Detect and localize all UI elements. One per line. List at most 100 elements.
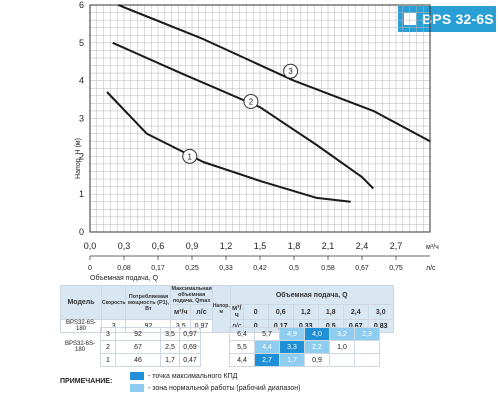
curve-marker-3 xyxy=(283,63,299,79)
note-label: ПРИМЕЧАНИЕ: xyxy=(60,378,113,385)
head-cell: 2,7 xyxy=(254,353,280,367)
qmax-m3h-cell: 1,7 xyxy=(160,353,180,367)
note-max-eff-text: - точка максимального КПД xyxy=(148,372,238,380)
head-cell: 1,0 xyxy=(329,340,355,354)
table-row: BPS32-6S-180 2 67 2,5 0,69 5,5 4,4 3,3 2… xyxy=(60,340,380,354)
curve-speed-1 xyxy=(106,91,351,203)
y-tick-label: 2 xyxy=(79,151,84,161)
x-tick-label-ls: 0,5 xyxy=(289,265,299,272)
head-cell xyxy=(354,340,380,354)
head-cell: 4,9 xyxy=(279,327,305,341)
head-cell: 3,2 xyxy=(329,327,355,341)
header-model: Модель xyxy=(60,285,102,320)
x-tick-label-ls: 0,75 xyxy=(389,265,403,272)
y-tick-label: 3 xyxy=(79,114,84,124)
x-tick-label-ls: 0,58 xyxy=(321,265,335,272)
power-cell: 46 xyxy=(115,353,161,367)
y-axis-label: Напор, H (м) xyxy=(75,138,82,179)
head-cell: 5,5 xyxy=(229,340,255,354)
x-unit-m3h: м³/ч xyxy=(426,244,439,251)
qmax-ls-cell: 0,69 xyxy=(179,340,201,354)
speed-cell: 3 xyxy=(100,327,116,341)
plot-frame xyxy=(89,4,431,233)
head-cell xyxy=(329,353,355,367)
model-cell: BPS32-6S-180 xyxy=(64,341,95,353)
flow-m3h-3: 1,8 xyxy=(317,304,344,320)
x-tick-label-ls: 0,33 xyxy=(219,265,233,272)
x-tick-label: 2,1 xyxy=(322,241,335,251)
curve-marker-label: 1 xyxy=(188,152,193,161)
curve-speed-2 xyxy=(112,41,375,190)
flow-m3h-5: 3,0 xyxy=(367,304,394,320)
y-tick-label: 4 xyxy=(79,76,84,86)
x-tick-label: 0,3 xyxy=(118,241,131,251)
x-tick-label-ls: 0,25 xyxy=(185,265,199,272)
table-subheader-row: м³/ч л/с м³/ч 0 0,6 1,2 1,8 2,4 3,0 xyxy=(61,304,394,320)
power-cell: 67 xyxy=(115,340,161,354)
speed-cell: 1 xyxy=(100,353,116,367)
badge-title: BPS 32-6S xyxy=(422,11,494,27)
head-cell: 3,3 xyxy=(279,340,305,354)
note-max-eff: - точка максимального КПД xyxy=(130,372,237,380)
head-values-table: 3 92 3,5 0,97 6,4 5,7 4,9 4,0 3,2 2,3 BP… xyxy=(60,327,380,367)
y-tick-label: 6 xyxy=(79,0,84,10)
x-tick-label: 2,4 xyxy=(356,241,369,251)
x-tick-label: 2,7 xyxy=(390,241,403,251)
x-tick-label: 1,5 xyxy=(254,241,267,251)
header-power: Потребляемая мощность (P1), Вт xyxy=(125,285,172,320)
header-flow: Объемная подача, Q xyxy=(229,285,394,305)
head-cell: 0,9 xyxy=(304,353,330,367)
header-unit-m3h: м³/ч xyxy=(170,304,192,320)
y-tick-label: 0 xyxy=(79,227,84,237)
x-tick-label-ls: 0,67 xyxy=(355,265,369,272)
x-tick-label-ls: 0,42 xyxy=(253,265,267,272)
normal-zone-swatch xyxy=(130,384,144,392)
qmax-ls-cell: 0,97 xyxy=(179,327,201,341)
header-unit-ls: л/с xyxy=(190,304,213,320)
flow-m3h-0: 0 xyxy=(242,304,269,320)
head-cell: 4,4 xyxy=(254,340,280,354)
curve-marker-1 xyxy=(182,148,198,164)
flow-m3h-1: 0,6 xyxy=(267,304,294,320)
note-normal-zone: - зона нормальной работы (рабочий диапаз… xyxy=(130,384,300,392)
flow-m3h-2: 1,2 xyxy=(292,304,319,320)
table-row: 3 92 3,5 0,97 6,4 5,7 4,9 4,0 3,2 2,3 xyxy=(60,327,380,341)
note-normal-zone-text: - зона нормальной работы (рабочий диапаз… xyxy=(148,384,301,392)
performance-table: Модель Скорость Потребляемая мощность (P… xyxy=(60,285,394,333)
power-cell: 92 xyxy=(115,327,161,341)
speed-cell: 2 xyxy=(100,340,116,354)
header-head: Напор, м xyxy=(211,285,231,333)
x-tick-label: 1,2 xyxy=(220,241,233,251)
head-cell: 5,7 xyxy=(254,327,280,341)
curve-speed-3 xyxy=(117,4,431,143)
x-axis-label: Объемная подача, Q xyxy=(90,274,159,282)
y-tick-label: 5 xyxy=(79,38,84,48)
x-tick-label: 0,6 xyxy=(152,241,165,251)
qmax-m3h-cell: 3,5 xyxy=(160,327,180,341)
y-tick-label: 1 xyxy=(79,189,84,199)
badge-square-icon xyxy=(404,13,416,25)
x-tick-label: 0,9 xyxy=(186,241,199,251)
header-qmax: Максимальная объемная подача, Qmax xyxy=(170,285,213,305)
header-speed: Скорость xyxy=(100,285,127,320)
head-cell xyxy=(354,353,380,367)
qmax-ls-cell: 0,47 xyxy=(179,353,201,367)
head-cell: 2,2 xyxy=(304,340,330,354)
head-cell: 4,4 xyxy=(229,353,255,367)
head-cell: 4,0 xyxy=(304,327,330,341)
x-tick-label-ls: 0 xyxy=(88,265,92,272)
head-cell: 6,4 xyxy=(229,327,255,341)
flow-unit-m3h: м³/ч xyxy=(229,304,244,320)
table-header-row: Модель Скорость Потребляемая мощность (P… xyxy=(60,285,394,333)
flow-m3h-4: 2,4 xyxy=(342,304,369,320)
x-tick-label: 1,8 xyxy=(288,241,301,251)
table-row: 1 46 1,7 0,47 4,4 2,7 1,7 0,9 xyxy=(60,353,380,367)
curve-marker-2 xyxy=(243,93,259,109)
x-tick-label: 0,0 xyxy=(84,241,97,251)
performance-chart: 0 1 2 3 4 5 6 Напор, H (м) 0,0 0,3 0,6 0,9 1,2 1,5 1,8… xyxy=(75,0,439,282)
qmax-m3h-cell: 2,5 xyxy=(160,340,180,354)
curve-marker-label: 3 xyxy=(288,67,293,76)
curve-marker-label: 2 xyxy=(249,97,254,106)
x-tick-label-ls: 0,17 xyxy=(151,265,165,272)
head-cell: 1,7 xyxy=(279,353,305,367)
